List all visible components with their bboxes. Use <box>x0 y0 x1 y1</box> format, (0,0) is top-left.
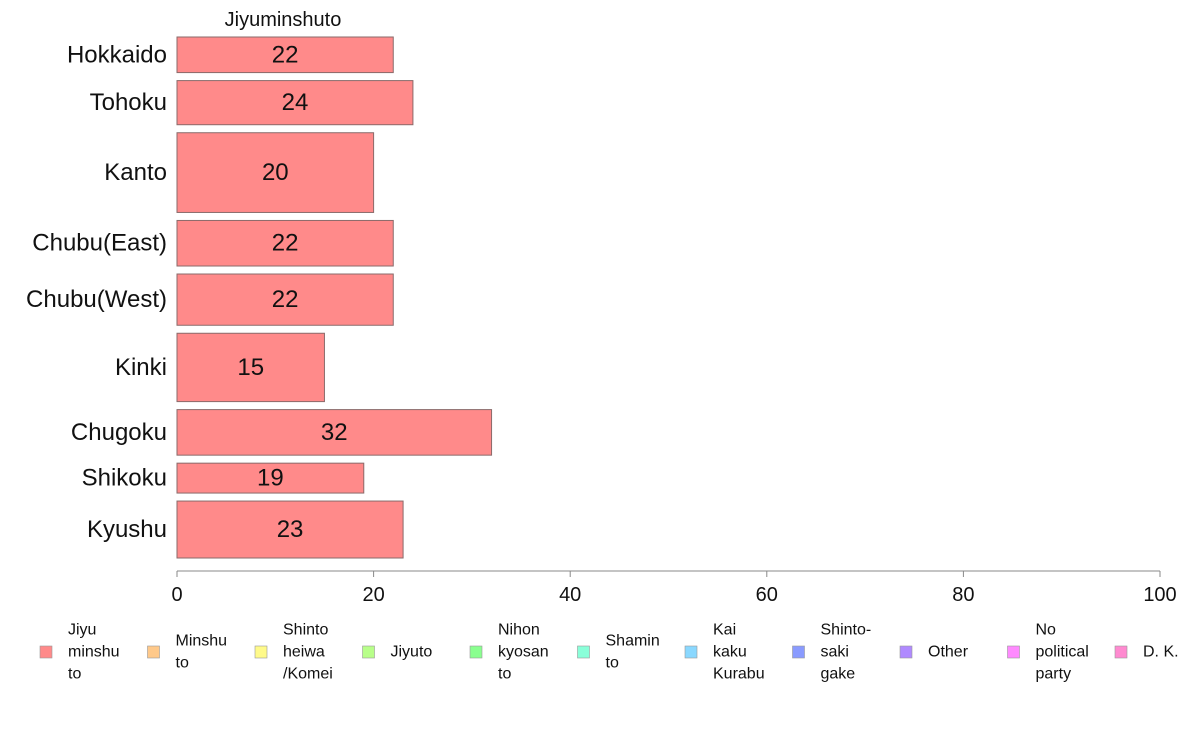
region-label: Shikoku <box>82 465 167 492</box>
bar-value-label: 20 <box>262 159 289 186</box>
legend-entry: Other <box>928 644 969 661</box>
bar-shikoku <box>176 462 365 494</box>
region-label: Kanto <box>104 159 167 186</box>
legend: Jiyu minshu to Minshu to Shinto heiwa/Komei Jiy… <box>39 622 1179 683</box>
legend-entry: Shinto-saki gake <box>821 622 872 683</box>
bar-value-label: 22 <box>272 41 299 68</box>
region-label: Hokkaido <box>67 41 167 68</box>
region-label: Tohoku <box>90 89 167 116</box>
x-tick-label: 80 <box>952 584 974 606</box>
x-tick-label: 100 <box>1143 584 1176 606</box>
region-label: Chubu(East) <box>32 230 167 257</box>
bar-kyushu <box>176 500 404 559</box>
bar-chubu-west- <box>176 273 394 326</box>
region-label: Chugoku <box>71 419 167 446</box>
legend-swatch <box>254 645 268 659</box>
bar-value-label: 22 <box>272 230 299 257</box>
legend-entry: Minshu to <box>176 633 228 672</box>
legend-entry: Shinto heiwa/Komei <box>283 622 333 683</box>
legend-swatch <box>1007 645 1020 659</box>
x-axis: 0 20 40 60 80 100 <box>171 570 1177 606</box>
bar-value-label: 23 <box>277 516 304 543</box>
legend-swatch <box>469 645 483 659</box>
legend-swatch <box>684 645 698 659</box>
bar-chubu-east- <box>176 219 394 267</box>
x-tick-label: 60 <box>756 584 778 606</box>
x-tick-label: 20 <box>362 584 384 606</box>
legend-swatch <box>147 645 160 659</box>
legend-swatch <box>577 645 590 659</box>
legend-entry: Jiyu minshu to <box>68 622 120 683</box>
legend-entry: Kai kaku Kurabu <box>713 622 765 683</box>
x-tick-label: 0 <box>171 584 182 606</box>
bar-chugoku <box>176 409 493 456</box>
bar-hokkaido <box>176 36 394 74</box>
region-label: Kyushu <box>87 516 167 543</box>
legend-swatch <box>899 645 913 659</box>
bar-value-label: 15 <box>237 354 264 381</box>
bar-value-label: 24 <box>282 89 309 116</box>
legend-swatch <box>39 645 53 659</box>
bars-group: Hokkaido 22 Tohoku 24 Kanto 20 Chubu(East) 22 Ch… <box>26 36 493 559</box>
bar-value-label: 32 <box>321 419 348 446</box>
x-tick-label: 40 <box>559 584 581 606</box>
bar-kanto <box>176 132 375 213</box>
region-label: Chubu(West) <box>26 286 167 313</box>
legend-entry: Nihon kyosan to <box>498 622 549 683</box>
bar-tohoku <box>176 80 414 126</box>
bar-kinki <box>176 332 325 403</box>
legend-entry: No political party <box>1036 622 1089 683</box>
legend-swatch <box>362 645 375 659</box>
legend-entry: Jiyuto <box>391 644 433 661</box>
legend-swatch <box>1114 645 1128 659</box>
legend-swatch <box>792 645 805 659</box>
bar-value-label: 22 <box>272 286 299 313</box>
legend-entry: D. K. <box>1143 644 1179 661</box>
region-label: Kinki <box>115 354 167 381</box>
series-title: Jiyuminshuto <box>225 9 342 31</box>
bar-value-label: 19 <box>257 465 284 492</box>
legend-entry: Shamin to <box>606 633 660 672</box>
